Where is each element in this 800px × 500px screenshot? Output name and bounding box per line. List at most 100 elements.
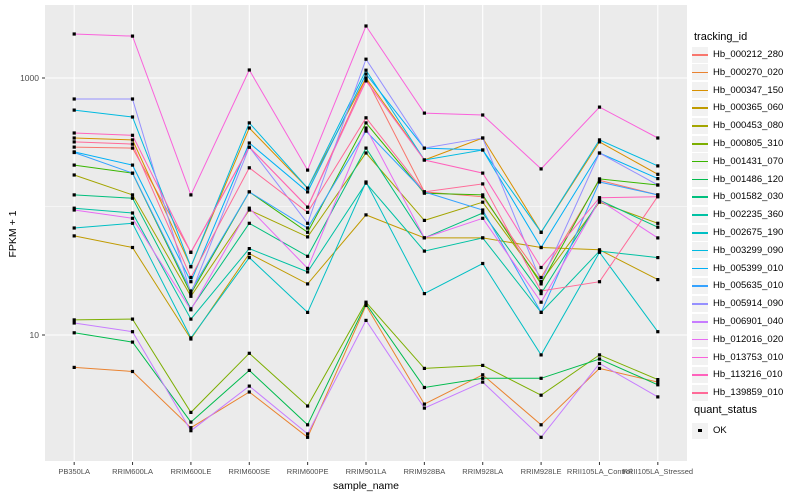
- data-point: [72, 173, 76, 177]
- data-point: [539, 376, 543, 380]
- data-point: [481, 373, 485, 377]
- legend-line-icon: [692, 89, 708, 92]
- data-point: [597, 250, 602, 254]
- x-tick-label: PB350LA: [58, 467, 90, 476]
- legend-line-icon: [692, 143, 708, 145]
- data-point: [597, 357, 602, 361]
- data-point: [247, 221, 251, 225]
- data-point: [247, 256, 251, 260]
- legend-item-label: Hb_000270_020: [713, 66, 784, 78]
- data-point: [72, 226, 76, 230]
- data-point: [656, 378, 660, 382]
- legend-item-quant-ok: OK: [692, 422, 727, 439]
- legend-key: [692, 64, 708, 81]
- data-point: [72, 234, 76, 238]
- data-point: [364, 68, 368, 72]
- data-point: [247, 141, 251, 145]
- data-point: [422, 236, 426, 240]
- data-point: [72, 97, 76, 101]
- data-point: [130, 115, 135, 119]
- data-point: [130, 142, 135, 146]
- data-point: [422, 190, 426, 194]
- data-point: [539, 393, 543, 397]
- y-tick-label: 1000: [20, 73, 39, 83]
- legend-key: [692, 206, 708, 223]
- data-point: [364, 57, 368, 61]
- legend-item-Hb_006901_040: Hb_006901_040: [692, 313, 783, 330]
- data-point: [306, 266, 310, 270]
- legend-line-icon: [692, 392, 708, 394]
- legend-item-label: Hb_000347_150: [713, 84, 784, 96]
- legend-item-label: Hb_005914_090: [713, 298, 784, 310]
- data-point: [422, 292, 426, 296]
- data-point: [364, 116, 368, 120]
- legend-item-Hb_012016_020: Hb_012016_020: [692, 331, 783, 348]
- data-point: [656, 383, 660, 387]
- data-point: [189, 410, 193, 414]
- x-axis-title: sample_name: [333, 480, 399, 492]
- data-point: [72, 163, 76, 167]
- legend-line-icon: [692, 196, 708, 198]
- data-point: [481, 182, 485, 186]
- legend-line-icon: [692, 107, 708, 109]
- data-point: [597, 353, 602, 357]
- data-point: [189, 308, 193, 312]
- legend-key: [692, 242, 708, 259]
- data-point: [481, 376, 485, 380]
- legend-key: [692, 46, 708, 63]
- x-tick-label: RRIM600SE: [228, 467, 270, 476]
- data-point: [247, 68, 251, 72]
- data-point: [481, 113, 485, 117]
- data-point: [656, 136, 660, 140]
- x-tick-label: RRIM600LE: [170, 467, 211, 476]
- data-point: [189, 193, 193, 197]
- data-point: [72, 193, 76, 197]
- legend-line-icon: [692, 303, 708, 305]
- data-point: [306, 221, 310, 225]
- data-point: [539, 167, 543, 171]
- legend-line-icon: [692, 338, 708, 341]
- legend-item-label: Hb_012016_020: [713, 333, 784, 345]
- data-point: [539, 353, 543, 357]
- data-point: [130, 369, 135, 374]
- data-point: [364, 126, 368, 130]
- data-point: [306, 205, 310, 209]
- data-point: [130, 193, 135, 197]
- legend-item-Hb_000365_060: Hb_000365_060: [692, 99, 783, 116]
- data-point: [72, 331, 76, 335]
- data-point: [247, 368, 251, 372]
- legend-item-label: Hb_013753_010: [713, 351, 784, 363]
- data-point: [130, 97, 135, 101]
- x-tick-label: RRIM600PE: [287, 467, 329, 476]
- data-point: [597, 105, 602, 109]
- data-point: [422, 249, 426, 253]
- data-point: [656, 221, 660, 225]
- data-point: [247, 351, 251, 355]
- data-point: [364, 24, 368, 28]
- data-point: [597, 196, 602, 200]
- legend-key: [692, 384, 708, 401]
- legend-key: [692, 331, 708, 348]
- legend-item-Hb_002675_190: Hb_002675_190: [692, 224, 783, 241]
- data-point: [597, 280, 602, 284]
- legend-item-label: Hb_002675_190: [713, 227, 784, 238]
- legend-item-Hb_005635_010: Hb_005635_010: [692, 277, 783, 294]
- legend-item-label: Hb_000453_080: [713, 120, 784, 132]
- x-tick-label: RRII105LA_Control: [567, 467, 632, 476]
- data-point: [422, 385, 426, 390]
- data-point: [656, 164, 660, 168]
- data-point: [597, 361, 602, 366]
- legend-item-Hb_001486_120: Hb_001486_120: [692, 171, 783, 188]
- legend-item-label: Hb_000365_060: [713, 102, 784, 114]
- legend-item-label: Hb_001486_120: [713, 173, 784, 185]
- legend-key: [692, 171, 708, 188]
- legend-item-Hb_000347_150: Hb_000347_150: [692, 82, 783, 99]
- data-point: [247, 121, 251, 125]
- data-point: [247, 126, 251, 130]
- data-point: [247, 390, 251, 394]
- square-point-icon: [698, 428, 702, 433]
- data-point: [130, 211, 135, 215]
- y-axis-title: FPKM + 1: [7, 210, 19, 258]
- data-point: [306, 435, 310, 439]
- data-point: [539, 275, 543, 280]
